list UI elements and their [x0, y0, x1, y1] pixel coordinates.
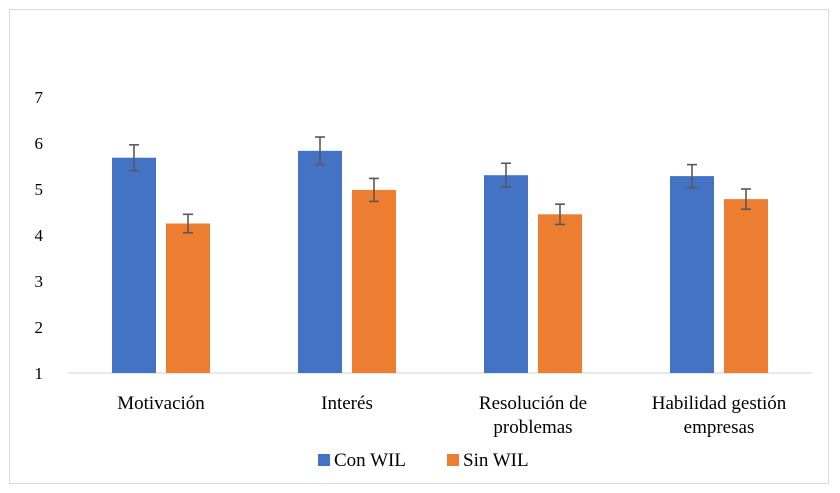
category-label: Resolución de: [479, 393, 587, 414]
category-label: Habilidad gestión: [652, 393, 787, 414]
legend-swatch: [447, 454, 459, 466]
category-label: Interés: [321, 393, 373, 414]
category-label: Motivación: [117, 393, 205, 414]
y-tick-label: 5: [35, 180, 44, 199]
y-tick-label: 6: [35, 134, 44, 153]
bar: [484, 175, 528, 373]
bar: [724, 199, 768, 373]
bar: [670, 176, 714, 373]
bar: [112, 157, 156, 373]
y-tick-label: 1: [35, 364, 44, 383]
bar: [538, 214, 582, 373]
bar: [352, 189, 396, 373]
category-label: empresas: [684, 417, 755, 438]
y-tick-label: 4: [35, 226, 44, 245]
y-tick-label: 3: [35, 272, 44, 291]
bar: [298, 150, 342, 373]
y-tick-label: 2: [35, 318, 44, 337]
y-tick-label: 7: [35, 88, 44, 107]
legend-swatch: [318, 454, 330, 466]
legend-label: Con WIL: [334, 450, 406, 471]
legend-label: Sin WIL: [463, 450, 529, 471]
category-label: problemas: [493, 417, 572, 438]
bar: [166, 223, 210, 373]
